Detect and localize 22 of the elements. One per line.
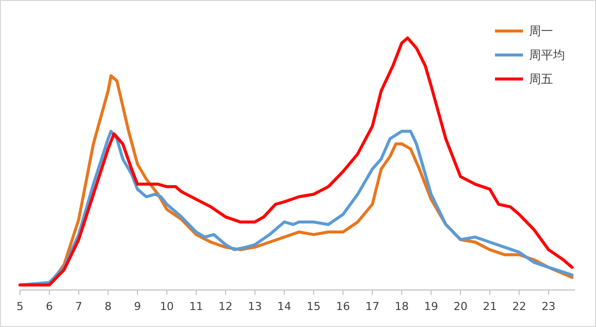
- legend-label: 周五: [529, 72, 553, 86]
- x-tick-label: 15: [306, 300, 321, 313]
- x-tick-label: 12: [218, 300, 233, 313]
- x-tick-label: 21: [482, 300, 497, 313]
- x-tick-label: 16: [336, 300, 350, 313]
- x-tick-label: 10: [160, 300, 174, 313]
- x-tick-label: 6: [46, 300, 53, 313]
- x-tick-label: 22: [512, 300, 526, 313]
- x-tick-label: 7: [75, 300, 82, 313]
- x-tick-label: 17: [365, 300, 380, 313]
- x-tick-label: 11: [189, 300, 204, 313]
- x-tick-label: 19: [424, 300, 438, 313]
- x-tick-label: 23: [542, 300, 556, 313]
- legend-label: 周一: [529, 24, 553, 38]
- x-tick-label: 5: [16, 300, 24, 313]
- x-tick-label: 13: [248, 300, 262, 313]
- x-tick-label: 8: [104, 300, 112, 313]
- x-tick-label: 18: [394, 300, 409, 313]
- x-tick-label: 20: [453, 300, 468, 313]
- x-tick-label: 14: [277, 300, 292, 313]
- legend-label: 周平均: [529, 48, 565, 62]
- x-tick-label: 9: [134, 300, 141, 313]
